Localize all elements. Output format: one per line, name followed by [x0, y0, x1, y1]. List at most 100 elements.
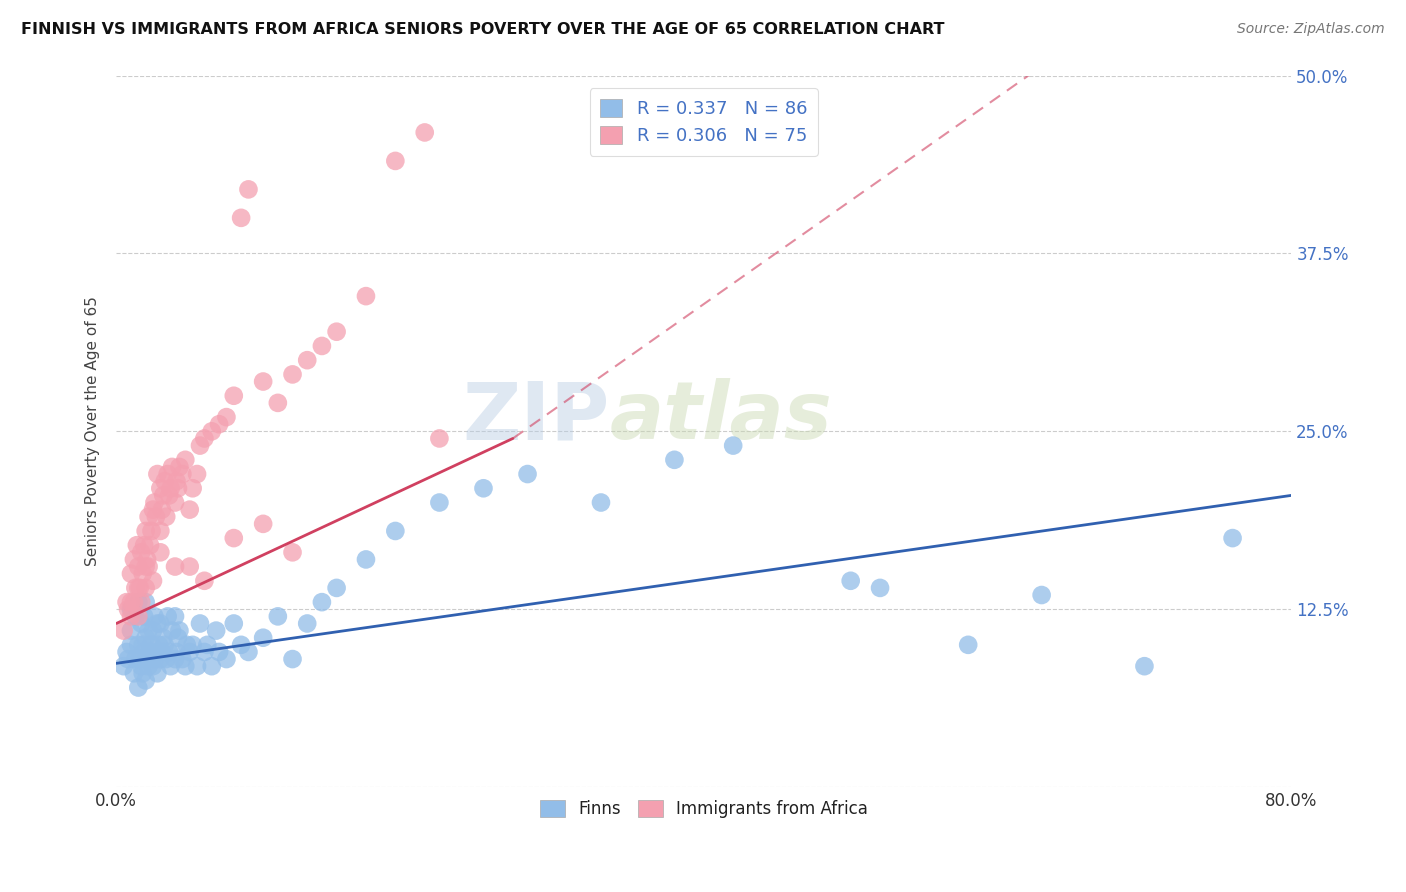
- Point: [174, 452, 197, 467]
- Point: [297, 616, 319, 631]
- Point: [188, 616, 211, 631]
- Point: [142, 574, 165, 588]
- Point: [664, 452, 686, 467]
- Point: [135, 652, 157, 666]
- Point: [157, 488, 180, 502]
- Point: [188, 439, 211, 453]
- Point: [267, 609, 290, 624]
- Point: [149, 545, 172, 559]
- Point: [166, 474, 188, 488]
- Point: [1031, 588, 1053, 602]
- Point: [208, 645, 231, 659]
- Point: [215, 410, 238, 425]
- Point: [143, 652, 166, 666]
- Point: [129, 545, 152, 559]
- Point: [122, 552, 145, 566]
- Point: [252, 375, 274, 389]
- Point: [122, 595, 145, 609]
- Point: [135, 595, 157, 609]
- Point: [120, 566, 142, 581]
- Point: [124, 652, 146, 666]
- Point: [229, 638, 252, 652]
- Text: ZIP: ZIP: [463, 378, 610, 456]
- Point: [146, 467, 169, 481]
- Text: FINNISH VS IMMIGRANTS FROM AFRICA SENIORS POVERTY OVER THE AGE OF 65 CORRELATION: FINNISH VS IMMIGRANTS FROM AFRICA SENIOR…: [21, 22, 945, 37]
- Point: [135, 673, 157, 688]
- Point: [222, 616, 245, 631]
- Point: [148, 638, 170, 652]
- Point: [136, 552, 159, 566]
- Point: [156, 609, 179, 624]
- Point: [174, 659, 197, 673]
- Point: [135, 631, 157, 645]
- Point: [117, 602, 139, 616]
- Point: [132, 566, 155, 581]
- Point: [145, 509, 167, 524]
- Point: [516, 467, 538, 481]
- Point: [155, 509, 177, 524]
- Point: [150, 645, 173, 659]
- Point: [134, 538, 156, 552]
- Point: [127, 559, 149, 574]
- Point: [124, 609, 146, 624]
- Point: [179, 502, 201, 516]
- Point: [238, 645, 260, 659]
- Point: [311, 339, 333, 353]
- Point: [153, 638, 176, 652]
- Point: [149, 652, 172, 666]
- Point: [869, 581, 891, 595]
- Point: [115, 645, 138, 659]
- Point: [281, 652, 304, 666]
- Point: [181, 481, 204, 495]
- Point: [115, 595, 138, 609]
- Point: [589, 495, 612, 509]
- Point: [957, 638, 980, 652]
- Point: [186, 659, 208, 673]
- Point: [208, 417, 231, 432]
- Point: [160, 624, 183, 638]
- Point: [129, 616, 152, 631]
- Point: [143, 495, 166, 509]
- Point: [201, 425, 224, 439]
- Point: [134, 609, 156, 624]
- Legend: Finns, Immigrants from Africa: Finns, Immigrants from Africa: [533, 794, 875, 825]
- Point: [167, 631, 190, 645]
- Point: [159, 659, 181, 673]
- Point: [135, 559, 157, 574]
- Point: [176, 638, 198, 652]
- Point: [149, 524, 172, 538]
- Point: [117, 652, 139, 666]
- Point: [297, 353, 319, 368]
- Point: [472, 481, 495, 495]
- Point: [169, 459, 191, 474]
- Point: [429, 495, 451, 509]
- Point: [142, 659, 165, 673]
- Point: [163, 652, 186, 666]
- Point: [429, 432, 451, 446]
- Point: [143, 609, 166, 624]
- Point: [152, 488, 174, 502]
- Point: [252, 631, 274, 645]
- Point: [146, 666, 169, 681]
- Point: [124, 581, 146, 595]
- Point: [215, 652, 238, 666]
- Point: [120, 638, 142, 652]
- Point: [135, 524, 157, 538]
- Point: [146, 616, 169, 631]
- Point: [172, 467, 194, 481]
- Point: [120, 595, 142, 609]
- Point: [839, 574, 862, 588]
- Point: [186, 467, 208, 481]
- Point: [141, 524, 163, 538]
- Point: [179, 645, 201, 659]
- Text: atlas: atlas: [610, 378, 832, 456]
- Point: [1133, 659, 1156, 673]
- Point: [222, 389, 245, 403]
- Point: [132, 666, 155, 681]
- Point: [149, 481, 172, 495]
- Point: [129, 659, 152, 673]
- Point: [229, 211, 252, 225]
- Point: [195, 638, 218, 652]
- Point: [193, 574, 215, 588]
- Point: [160, 459, 183, 474]
